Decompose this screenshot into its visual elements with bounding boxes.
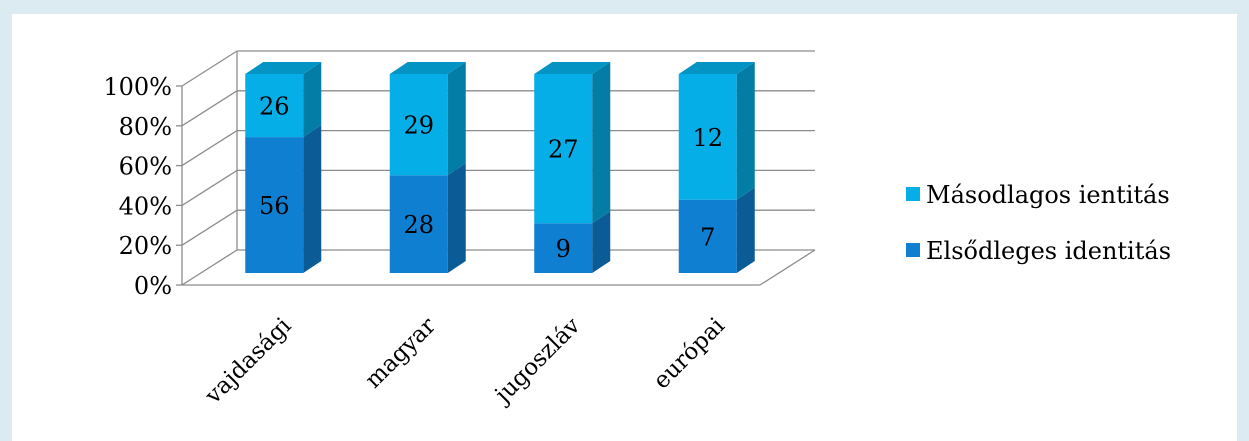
data-label: 29	[403, 112, 434, 140]
bars: 56 26 28 29 9 27 7 12	[245, 62, 755, 273]
gridline-diagonal	[181, 249, 238, 286]
legend: Másodlagos ientitás Elsődleges identitás	[906, 181, 1171, 265]
y-tick-label: 40%	[119, 192, 172, 220]
bar-segment-side	[447, 62, 466, 176]
x-axis-labels: vajdasági magyar jugoszláv európai	[200, 313, 730, 410]
bar-top	[678, 62, 755, 74]
y-axis-ticks: 0% 20% 40% 60% 80% 100%	[103, 73, 182, 300]
gridline-diagonal	[181, 169, 238, 206]
data-label: 28	[403, 211, 434, 239]
legend-label: Másodlagos ientitás	[926, 181, 1170, 209]
bar-segment-side	[736, 187, 755, 273]
bar-segment-side	[592, 211, 611, 273]
y-tick-label: 20%	[119, 232, 172, 260]
bar-segment	[678, 74, 737, 200]
bar-segment-side	[303, 125, 322, 273]
data-label: 7	[700, 223, 715, 251]
legend-swatch	[906, 187, 920, 201]
bar-segment	[245, 74, 304, 138]
data-label: 27	[548, 136, 579, 164]
chart-panel: 0% 20% 40% 60% 80% 100% 56 26 28 29 9 27 7 12 vajdas…	[12, 14, 1237, 441]
x-tick-label: európai	[649, 313, 730, 394]
x-tick-label: magyar	[360, 313, 441, 394]
bar-top	[389, 62, 466, 74]
y-tick-label: 80%	[119, 113, 172, 141]
bar-segment	[534, 74, 593, 224]
bar-segment-side	[447, 163, 466, 273]
data-label: 9	[556, 235, 571, 263]
gridline-diagonal	[181, 50, 238, 87]
stacked-bar-chart: 0% 20% 40% 60% 80% 100% 56 26 28 29 9 27 7 12 vajdas…	[103, 50, 1171, 410]
x-tick-label: jugoszláv	[488, 313, 585, 410]
legend-label: Elsődleges identitás	[926, 237, 1171, 265]
bar-segment-side	[592, 62, 611, 224]
bar-segment	[389, 175, 448, 273]
bar-segment	[389, 74, 448, 176]
gridline-diagonal	[181, 209, 238, 246]
data-label: 26	[259, 93, 290, 121]
bar-top	[245, 62, 322, 74]
x-tick-label: vajdasági	[200, 313, 297, 410]
bar-segment-side	[303, 62, 322, 138]
bar-segment	[245, 137, 304, 273]
y-tick-label: 0%	[134, 272, 172, 300]
bar-segment	[678, 199, 737, 273]
y-tick-label: 100%	[103, 73, 172, 101]
floor-right-edge	[759, 249, 816, 286]
legend-swatch	[906, 243, 920, 257]
gridline-diagonal	[181, 130, 238, 167]
data-label: 56	[259, 192, 290, 220]
bar-segment	[534, 223, 593, 273]
y-tick-label: 60%	[119, 153, 172, 181]
data-label: 12	[692, 124, 723, 152]
bar-top	[534, 62, 611, 74]
gridline-diagonal	[181, 90, 238, 127]
bar-segment-side	[736, 62, 755, 200]
